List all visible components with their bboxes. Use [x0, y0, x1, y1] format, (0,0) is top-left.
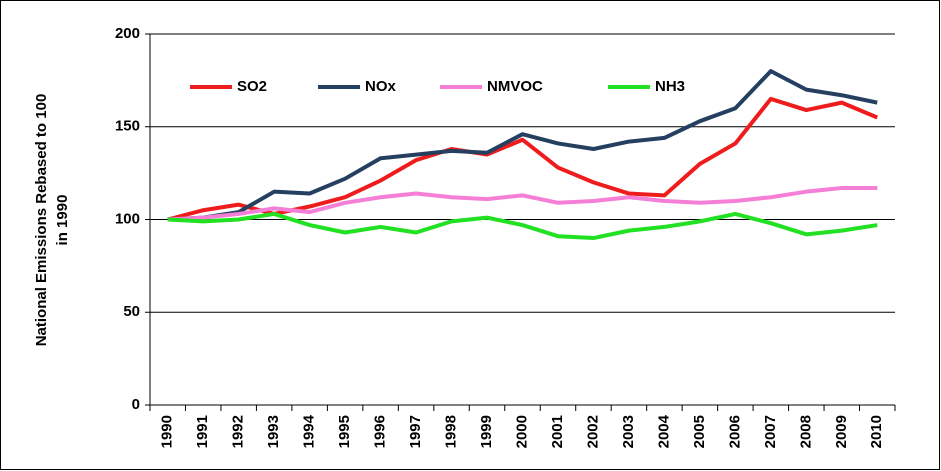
series-line [167, 211, 878, 241]
legend-label: NMVOC [487, 78, 543, 95]
y-axis-title: National Emissions Rebased to 100 [33, 94, 50, 347]
y-tick-label: 50 [123, 303, 140, 320]
x-tick-label: 2003 [620, 415, 637, 448]
x-tick-label: 1999 [478, 415, 495, 448]
x-tick-label: 2004 [655, 414, 672, 448]
x-tick-label: 1990 [159, 415, 176, 448]
legend-label: NOx [365, 78, 397, 95]
y-tick-label: 100 [115, 210, 140, 227]
x-tick-label: 1998 [443, 415, 460, 448]
legend-label: NH3 [655, 78, 685, 95]
series-line [167, 69, 878, 222]
x-tick-label: 1995 [336, 415, 353, 448]
x-tick-label: 1997 [407, 415, 424, 448]
x-tick-label: 2000 [513, 415, 530, 448]
y-tick-label: 200 [115, 25, 140, 42]
y-tick-label: 150 [115, 118, 140, 135]
x-tick-label: 2006 [726, 415, 743, 448]
x-tick-label: 1991 [194, 415, 211, 448]
x-tick-label: 1994 [301, 414, 318, 448]
x-tick-label: 1996 [372, 415, 389, 448]
x-tick-label: 2007 [762, 415, 779, 448]
legend-label: SO2 [237, 78, 267, 95]
x-tick-label: 2002 [584, 415, 601, 448]
series-line [167, 185, 878, 222]
x-tick-label: 2010 [868, 415, 885, 448]
x-tick-label: 2001 [549, 415, 566, 448]
y-axis-title: in 1990 [54, 195, 71, 246]
x-tick-label: 1993 [265, 415, 282, 448]
x-tick-label: 1992 [230, 415, 247, 448]
x-tick-label: 2005 [691, 415, 708, 448]
x-tick-label: 2009 [833, 415, 850, 448]
x-tick-label: 2008 [797, 415, 814, 448]
y-tick-label: 0 [132, 396, 140, 413]
